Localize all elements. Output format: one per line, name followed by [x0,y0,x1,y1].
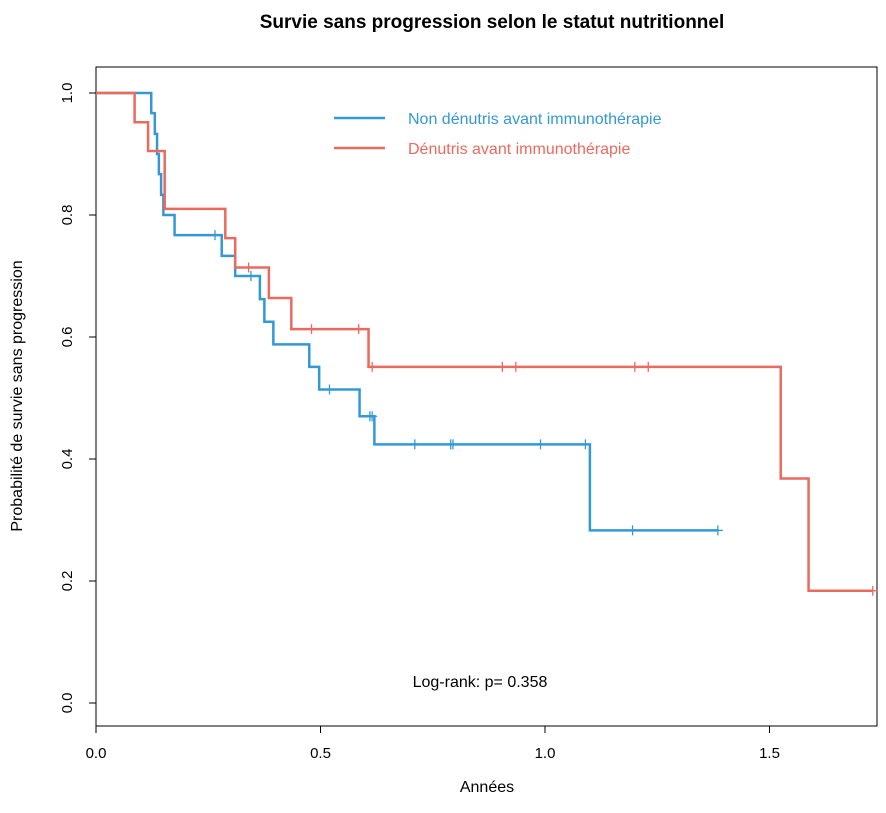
y-axis: 0.0 0.2 0.4 0.6 0.8 1.0 [59,83,97,714]
censor-mark [627,525,638,536]
y-axis-label: Probabilité de survie sans progression [9,260,26,531]
x-axis: 0.0 0.5 1.0 1.5 [86,725,780,762]
plot-frame [95,66,878,727]
censor-mark [245,271,256,281]
censor-mark [580,439,591,450]
y-tick-label: 1.0 [59,83,76,104]
x-axis-label: Années [460,779,514,796]
censor-mark [367,361,378,372]
censor-mark [243,262,254,273]
legend: Non dénutris avant immunothérapie Dénutr… [334,111,662,158]
censor-mark [629,361,640,372]
censor-mark [867,585,878,596]
y-tick-label: 0.8 [59,205,76,226]
legend-label-non-denutris: Non dénutris avant immunothérapie [408,111,662,128]
survival-step-line [96,91,873,593]
censor-mark [510,361,521,372]
censor-mark [367,411,378,422]
legend-label-denutris: Dénutris avant immunothérapie [408,141,630,158]
y-tick-label: 0.2 [59,571,76,592]
x-tick-label: 0.5 [310,745,331,762]
y-tick-label: 0.6 [59,327,76,348]
censor-mark [209,230,220,241]
censor-mark [447,439,458,450]
censor-mark [535,439,546,450]
censor-mark [353,324,364,335]
censor-mark [643,361,654,372]
survival-step-line [96,91,718,532]
censor-mark [712,525,723,536]
y-tick-label: 0.4 [59,449,76,470]
censor-mark [306,324,317,335]
x-tick-label: 0.0 [86,745,107,762]
series-non-denutris [96,91,723,536]
censor-mark [497,361,508,372]
censor-mark [324,384,335,395]
series-denutris [96,91,878,596]
x-tick-label: 1.5 [759,745,780,762]
y-tick-label: 0.0 [59,693,76,714]
series-layer [96,91,878,596]
chart-title: Survie sans progression selon le statut … [260,12,725,33]
censor-mark [409,439,420,450]
x-tick-label: 1.0 [535,745,556,762]
logrank-annotation: Log-rank: p= 0.358 [413,674,548,691]
